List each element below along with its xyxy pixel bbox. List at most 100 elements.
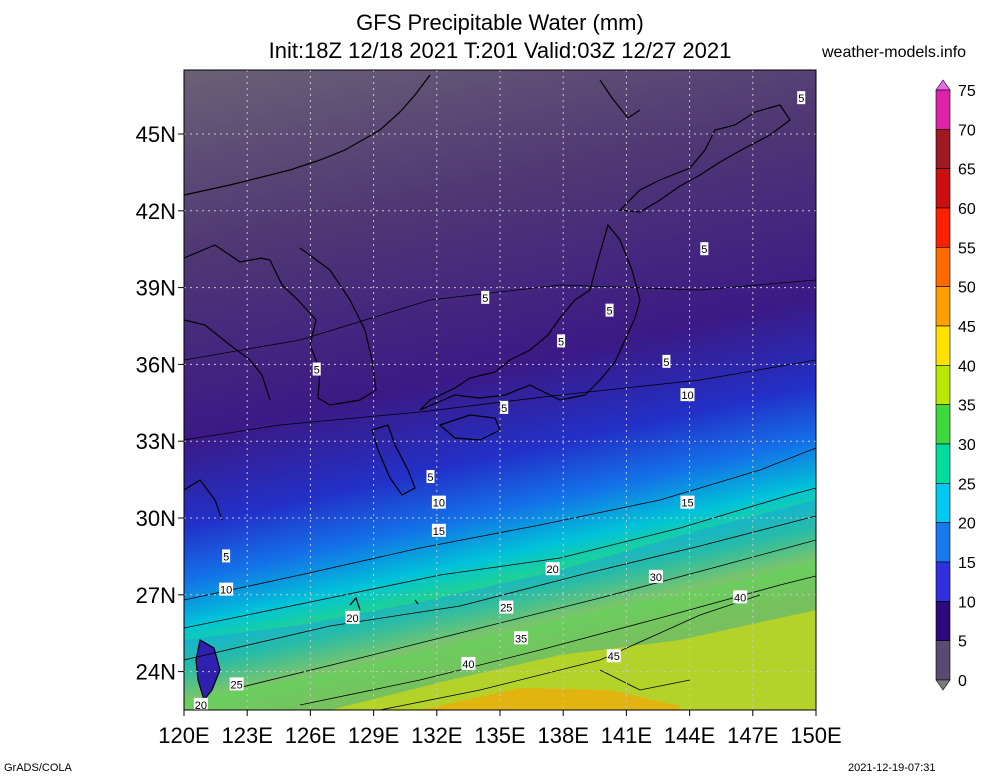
colorbar-segment bbox=[935, 89, 951, 130]
contour-label: 5 bbox=[558, 336, 564, 348]
colorbar-label: 5 bbox=[958, 634, 967, 651]
colorbar-label: 0 bbox=[958, 673, 967, 690]
lat-tick-label: 36N bbox=[136, 352, 176, 377]
colorbar-label: 15 bbox=[958, 555, 976, 572]
colorbar-segment bbox=[935, 640, 951, 681]
colorbar-bottom-arrow bbox=[935, 679, 951, 691]
contour-label-box bbox=[606, 649, 621, 663]
contour-label-box bbox=[797, 91, 806, 105]
colorbar-segment bbox=[935, 129, 951, 169]
contour-label: 20 bbox=[547, 564, 559, 576]
lon-tick-label: 135E bbox=[474, 723, 525, 748]
contour-label: 5 bbox=[606, 306, 612, 318]
colorbar-label: 75 bbox=[958, 83, 976, 100]
colorbar-segment bbox=[935, 286, 951, 327]
chart-subtitle: Init:18Z 12/18 2021 T:201 Valid:03Z 12/2… bbox=[268, 38, 732, 63]
contour-label-box bbox=[431, 523, 446, 537]
colorbar-segment bbox=[935, 443, 951, 484]
lat-tick-label: 30N bbox=[136, 506, 176, 531]
colorbar-label: 40 bbox=[958, 358, 976, 375]
contour-label: 25 bbox=[500, 603, 512, 615]
colorbar-label: 20 bbox=[958, 516, 976, 533]
lon-tick-label: 132E bbox=[411, 723, 462, 748]
colorbar-segment bbox=[935, 168, 951, 209]
contour-label-box bbox=[733, 590, 748, 604]
contour-label-box bbox=[229, 677, 244, 691]
contour-label: 40 bbox=[462, 659, 474, 671]
lon-tick-label: 144E bbox=[664, 723, 715, 748]
colorbar-label: 45 bbox=[958, 319, 976, 336]
contour-label-box bbox=[557, 334, 566, 348]
contour-label: 5 bbox=[482, 293, 488, 305]
colorbar-label: 60 bbox=[958, 201, 976, 218]
contour-label-box bbox=[500, 400, 509, 414]
contour-label-box bbox=[345, 610, 360, 624]
contour-labels: 5 5 5 5 5 5 5 5 5 5 10 10 10 15 15 20 20 25 25 30 35 40 40 45 20 bbox=[193, 91, 806, 712]
colorbar-label: 65 bbox=[958, 162, 976, 179]
lon-tick-label: 138E bbox=[538, 723, 589, 748]
longitude-axis: 120E 123E 126E 129E 132E 135E 138E 141E 144E 147E… bbox=[158, 710, 842, 748]
lat-tick-label: 45N bbox=[136, 122, 176, 147]
colorbar-segment bbox=[935, 365, 951, 405]
contour-label: 15 bbox=[433, 526, 445, 538]
chart-title: GFS Precipitable Water (mm) bbox=[356, 10, 644, 35]
contour-label-box bbox=[605, 303, 614, 317]
contour-label-box bbox=[648, 569, 663, 583]
colorbar-label: 10 bbox=[958, 594, 976, 611]
colorbar-label: 30 bbox=[958, 437, 976, 454]
contour-label-box bbox=[481, 290, 490, 304]
colorbar-top-arrow bbox=[935, 79, 951, 91]
latitude-axis: 45N 42N 39N 36N 33N 30N 27N 24N bbox=[136, 122, 184, 685]
lat-tick-label: 39N bbox=[136, 276, 176, 301]
contour-label: 10 bbox=[433, 498, 445, 510]
contour-label: 45 bbox=[608, 651, 620, 663]
moist-band bbox=[330, 610, 816, 710]
lon-tick-label: 126E bbox=[285, 723, 336, 748]
contour-label: 15 bbox=[681, 498, 693, 510]
colorbar-segment bbox=[935, 601, 951, 641]
contour-label: 5 bbox=[663, 357, 669, 369]
colorbar-segment bbox=[935, 404, 951, 445]
contour-label-box bbox=[312, 362, 321, 376]
contour-label-box bbox=[499, 600, 514, 614]
contour-label: 20 bbox=[346, 613, 358, 625]
colorbar-segment bbox=[935, 561, 951, 602]
colorbar-label: 70 bbox=[958, 122, 976, 139]
contour-label-box bbox=[461, 656, 476, 670]
contour-label: 5 bbox=[223, 551, 229, 563]
contour-lines bbox=[184, 279, 816, 710]
contour-label: 5 bbox=[798, 93, 804, 105]
contour-label: 5 bbox=[701, 244, 707, 256]
lat-tick-label: 33N bbox=[136, 429, 176, 454]
contour-label: 30 bbox=[650, 572, 662, 584]
contour-label-box bbox=[222, 549, 231, 563]
lat-tick-label: 27N bbox=[136, 583, 176, 608]
lon-tick-label: 147E bbox=[727, 723, 778, 748]
lon-tick-label: 129E bbox=[348, 723, 399, 748]
contour-label-box bbox=[193, 697, 208, 710]
contour-label-box bbox=[545, 562, 560, 576]
contour-label: 10 bbox=[681, 390, 693, 402]
contour-label-box bbox=[700, 242, 709, 256]
colorbar-segment bbox=[935, 207, 951, 248]
site-credit: weather-models.info bbox=[822, 44, 967, 61]
lon-tick-label: 141E bbox=[601, 723, 652, 748]
contour-label: 20 bbox=[195, 700, 207, 712]
contour-label-box bbox=[431, 495, 446, 509]
software-credit: GrADS/COLA bbox=[4, 762, 72, 774]
colorbar-label: 25 bbox=[958, 476, 976, 493]
moist-band bbox=[420, 688, 680, 710]
contour-label: 25 bbox=[231, 679, 243, 691]
lat-tick-label: 24N bbox=[136, 660, 176, 685]
colorbar-segment bbox=[935, 247, 951, 287]
colorbar-segment bbox=[935, 325, 951, 366]
contour-label-box bbox=[680, 495, 695, 509]
colorbar-label: 35 bbox=[958, 398, 976, 415]
contour-label-box bbox=[514, 631, 529, 645]
contour-label: 10 bbox=[220, 585, 232, 597]
contour-label: 5 bbox=[427, 472, 433, 484]
lon-tick-label: 123E bbox=[222, 723, 273, 748]
colorbar-label: 50 bbox=[958, 280, 976, 297]
colorbar-label: 55 bbox=[958, 240, 976, 257]
